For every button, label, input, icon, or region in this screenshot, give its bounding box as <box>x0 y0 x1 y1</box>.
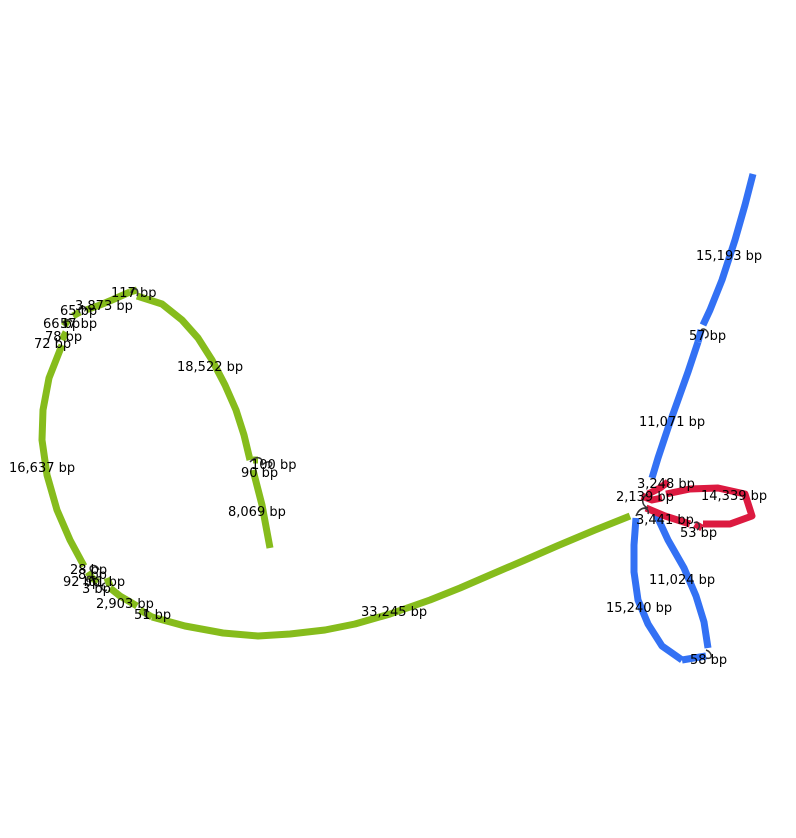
label-green-57: 57 bp <box>60 317 97 332</box>
label-green-8: 8 bp <box>78 568 107 583</box>
label-green-51: 51 bp <box>134 608 171 623</box>
label-green-66: 66 bp <box>43 317 80 332</box>
link-arc <box>63 318 73 327</box>
link-arc <box>78 305 87 314</box>
label-red-14339: 14,339 bp <box>701 489 767 504</box>
label-blue-58: 58 bp <box>690 653 727 668</box>
segment-18522[interactable] <box>135 292 254 461</box>
segment-2903[interactable] <box>107 585 139 610</box>
label-green-3873: 3,873 bp <box>75 299 133 314</box>
link-arc <box>705 649 712 660</box>
segment-11024[interactable] <box>651 510 712 649</box>
segment-14339[interactable] <box>665 484 756 528</box>
link-arc <box>130 288 139 297</box>
segment-3441[interactable] <box>644 504 692 528</box>
label-green-117: 117 bp <box>111 286 156 301</box>
segment-2139[interactable] <box>640 492 663 504</box>
label-green-90: 90 bp <box>241 466 278 481</box>
red-component <box>637 479 756 532</box>
label-red-2139: 2,139 bp <box>616 490 674 505</box>
segment-small-a[interactable] <box>103 576 114 588</box>
segment-small-e[interactable] <box>71 308 82 320</box>
label-green-61: 61 bp <box>88 575 125 590</box>
segment-small-c[interactable] <box>58 330 70 342</box>
label-red-3441: 3,441 bp <box>636 513 694 528</box>
label-green-3: 3 bp <box>82 582 111 597</box>
segment-53[interactable] <box>693 520 704 532</box>
segment-11071[interactable] <box>648 340 702 480</box>
label-blue-15193: 15,193 bp <box>696 249 762 264</box>
segment-15193[interactable] <box>699 173 757 327</box>
link-arc <box>249 457 264 466</box>
segment-33245[interactable] <box>151 512 632 640</box>
label-red-3248: 3,248 bp <box>637 477 695 492</box>
segment-3248[interactable] <box>646 479 671 498</box>
label-blue-11024: 11,024 bp <box>649 573 715 588</box>
link-arc <box>693 521 701 531</box>
label-blue-57: 57 bp <box>689 329 726 344</box>
label-green-8069: 8,069 bp <box>228 505 286 520</box>
label-green-2903: 2,903 bp <box>96 597 154 612</box>
link-arc <box>101 582 108 592</box>
segment-3873[interactable] <box>84 288 132 314</box>
label-green-16637: 16,637 bp <box>9 461 75 476</box>
segment-51[interactable] <box>138 606 154 621</box>
label-red-53: 53 bp <box>680 526 717 541</box>
label-green-72: 72 bp <box>34 337 71 352</box>
segment-labels: 15,193 bp 57 bp 11,071 bp 3,248 bp 2,139… <box>9 249 767 668</box>
label-green-28: 28 bp <box>70 563 107 578</box>
label-blue-11071: 11,071 bp <box>639 415 705 430</box>
label-green-18522: 18,522 bp <box>177 360 243 375</box>
green-component <box>38 286 632 640</box>
link-arc <box>637 507 650 515</box>
link-arc <box>642 493 649 509</box>
link-arc <box>86 575 94 583</box>
link-arc <box>144 610 150 619</box>
segment-57[interactable] <box>694 329 705 343</box>
blue-component <box>630 173 757 664</box>
segment-16637[interactable] <box>38 343 88 568</box>
link-arc <box>89 564 100 573</box>
link-arc <box>700 328 709 339</box>
label-green-33245: 33,245 bp <box>361 605 427 620</box>
label-green-65: 65 bp <box>60 304 97 319</box>
segment-8069[interactable] <box>249 469 274 549</box>
label-green-92: 92 bp <box>63 575 100 590</box>
segment-15240[interactable] <box>630 517 685 663</box>
link-arc <box>261 461 273 469</box>
label-green-78: 78 bp <box>45 330 82 345</box>
label-blue-15240: 15,240 bp <box>606 601 672 616</box>
segment-58[interactable] <box>681 652 707 664</box>
label-green-100: 100 bp <box>251 458 296 473</box>
